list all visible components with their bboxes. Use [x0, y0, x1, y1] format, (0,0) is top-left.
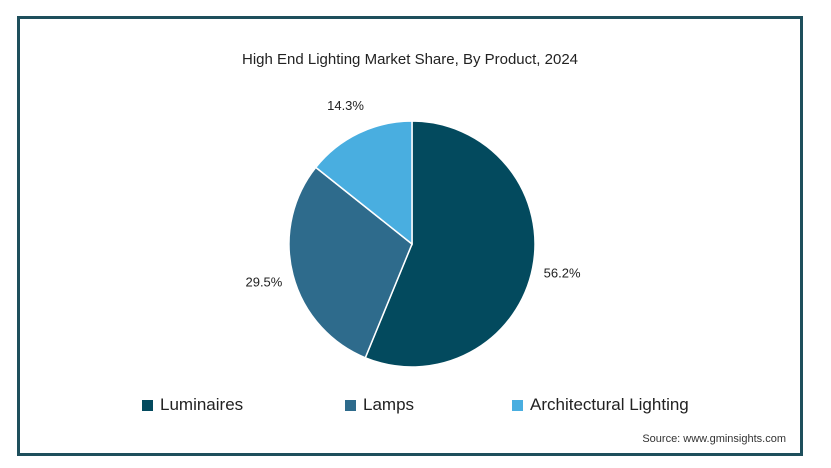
legend-swatch-lamps: [345, 399, 356, 411]
legend-label-luminaires: Luminaires: [160, 395, 244, 414]
data-label-lamps: 29.5%: [245, 275, 282, 290]
chart-title: High End Lighting Market Share, By Produ…: [241, 51, 579, 68]
data-label-luminaires: 56.2%: [544, 266, 581, 281]
legend-swatch-architectural-lighting: [512, 399, 523, 411]
source-note: Source: www.gminsights.com: [642, 433, 786, 445]
legend-item-architectural-lighting: Architectural Lighting: [512, 395, 689, 415]
legend-label-architectural-lighting: Architectural Lighting: [530, 395, 689, 414]
pie-slice-architectural-lighting: [314, 120, 413, 246]
pie-slice-lamps: [288, 166, 413, 359]
legend-item-lamps: Lamps: [345, 395, 414, 415]
legend-swatch-luminaires: [142, 399, 153, 411]
pie-chart: 56.2% 29.5% 14.3%: [245, 98, 581, 368]
legend: Luminaires Lamps Architectural Lighting: [20, 395, 800, 419]
pie-slice-luminaires: [364, 120, 536, 368]
legend-label-lamps: Lamps: [363, 395, 415, 414]
chart-frame: High End Lighting Market Share, By Produ…: [17, 16, 803, 456]
data-label-architectural-lighting: 14.3%: [327, 98, 364, 113]
legend-item-luminaires: Luminaires: [142, 395, 243, 415]
